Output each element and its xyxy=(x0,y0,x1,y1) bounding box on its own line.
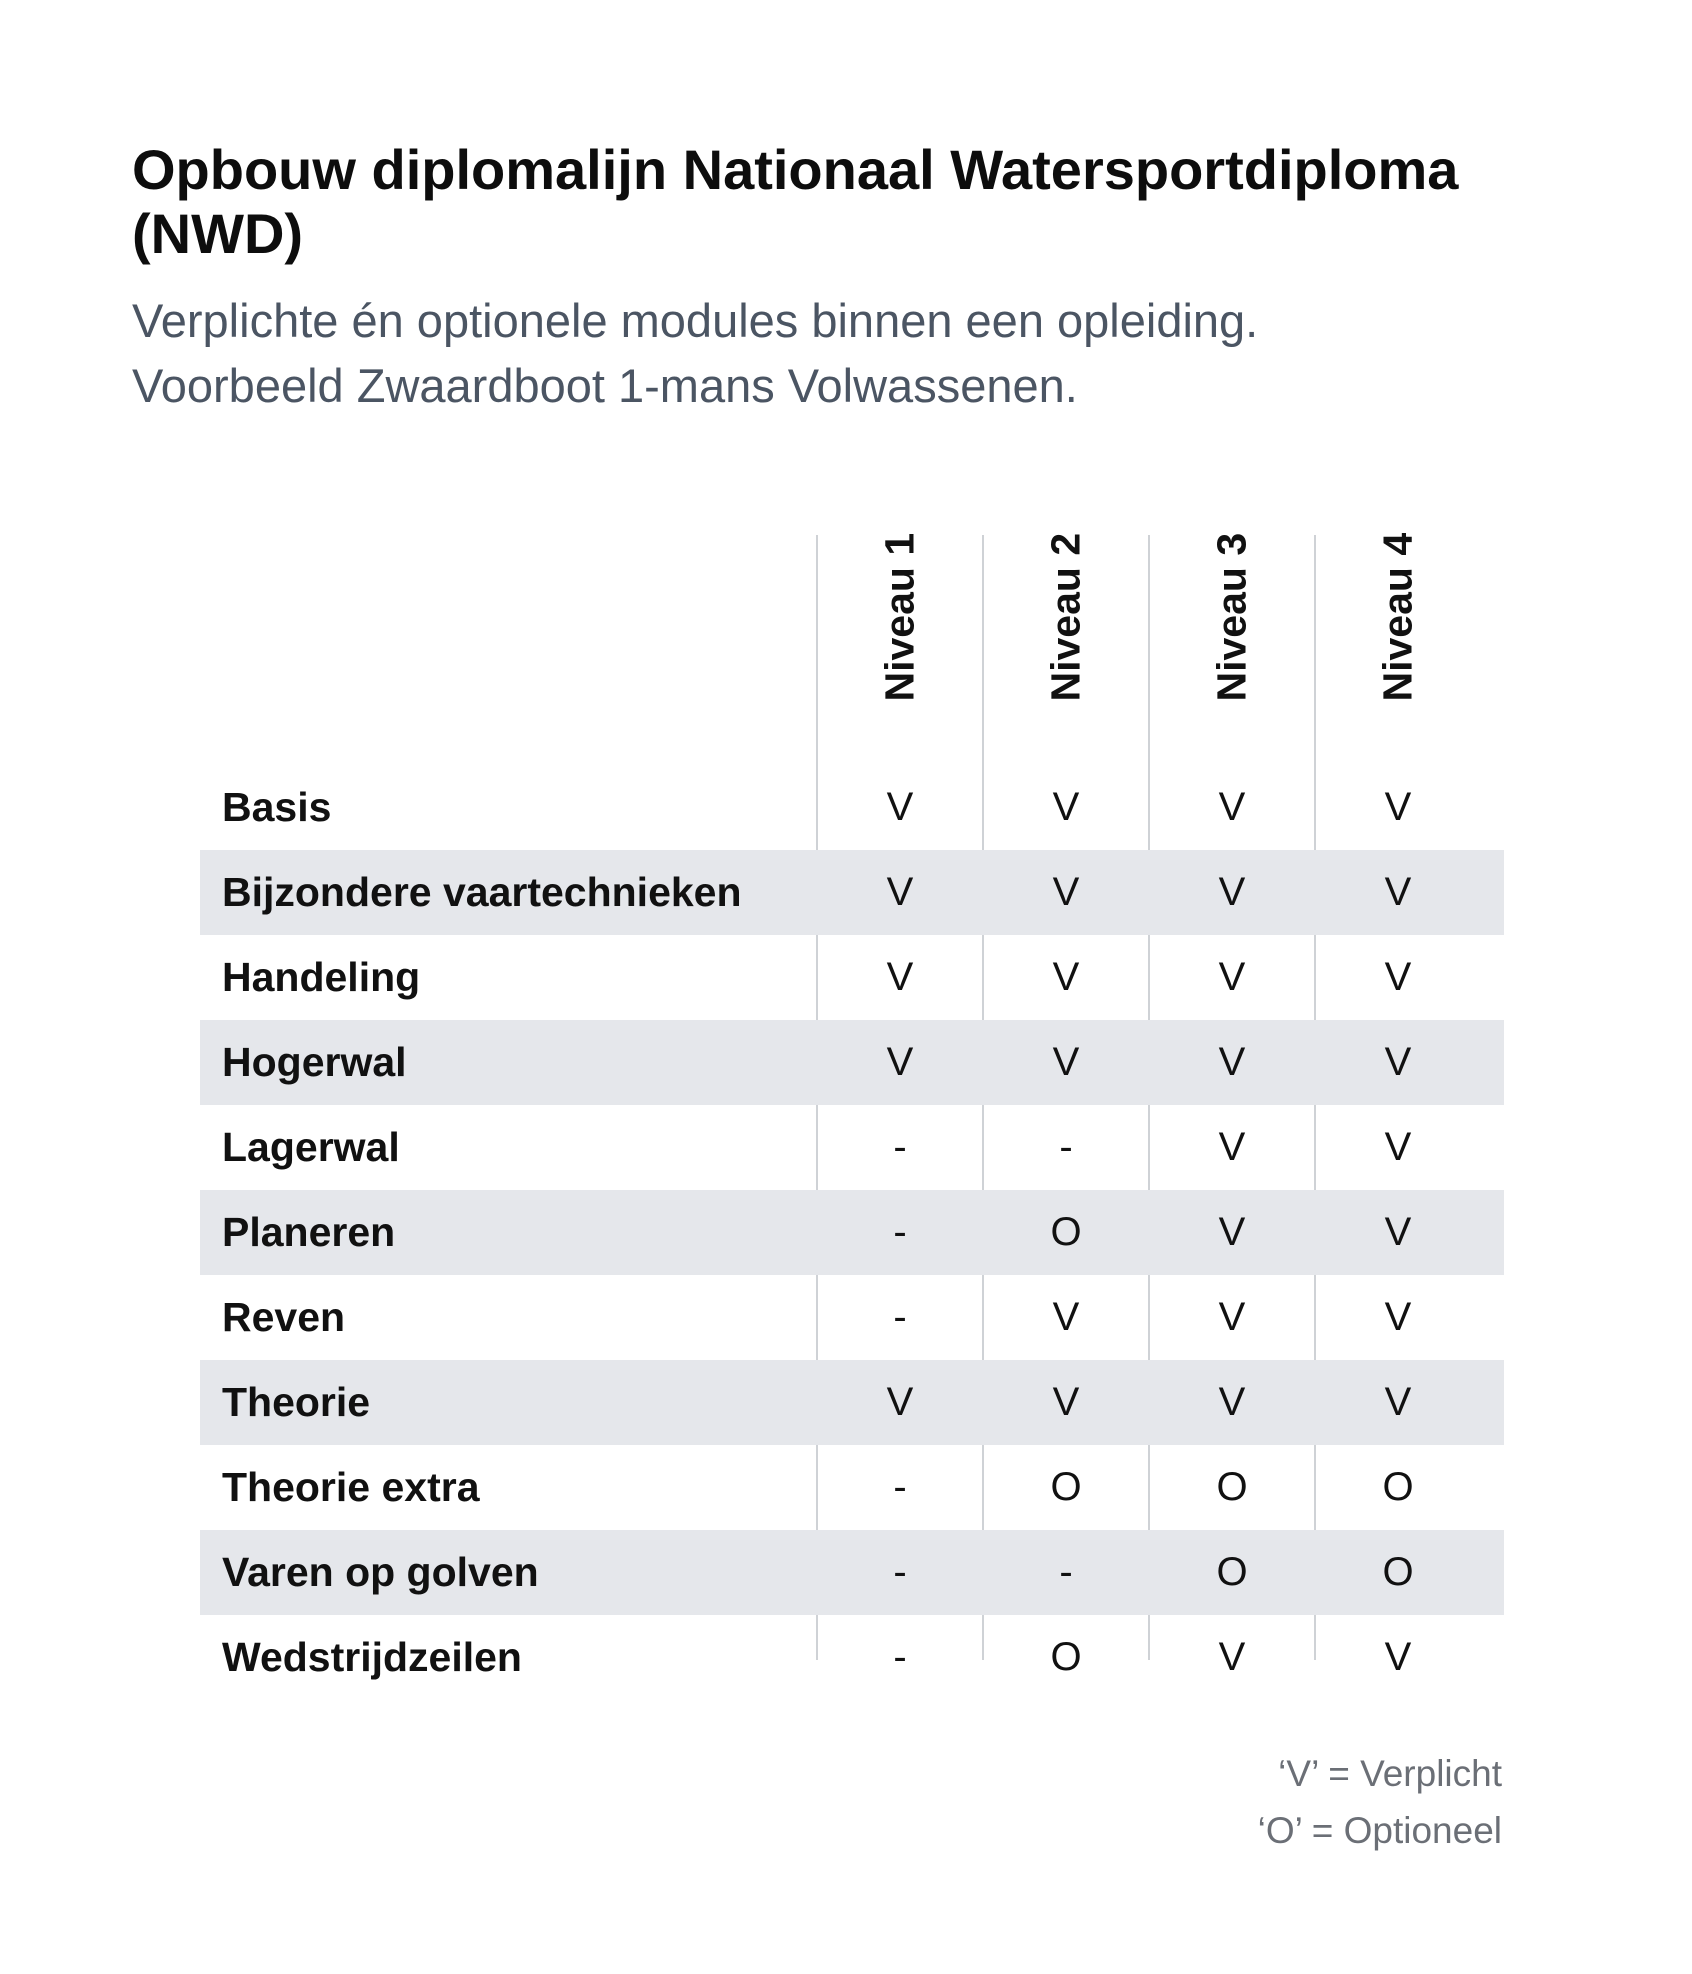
table-cell: V xyxy=(886,955,914,999)
table-cell: V xyxy=(1384,1210,1412,1254)
column-header-label: Niveau 2 xyxy=(1042,532,1089,702)
page-subtitle: Verplichte én optionele modules binnen e… xyxy=(132,288,1572,418)
row-label: Hogerwal xyxy=(222,1039,407,1085)
legend-optioneel: ‘O’ = Optioneel xyxy=(1257,1810,1502,1851)
table-row: Theorie V V V V xyxy=(200,1360,1504,1445)
column-header-niveau-2: Niveau 2 xyxy=(983,533,1149,765)
table-cell: V xyxy=(1218,1380,1246,1424)
table-cell: V xyxy=(1384,1380,1412,1424)
table-row: Hogerwal V V V V xyxy=(200,1020,1504,1105)
table-cell: V xyxy=(1052,1040,1080,1084)
table-cell: - xyxy=(893,1465,907,1509)
table-row: Planeren - O V V xyxy=(200,1190,1504,1275)
table-cell: V xyxy=(1218,1295,1246,1339)
table-cell: V xyxy=(1052,870,1080,914)
subtitle-line-2: Voorbeeld Zwaardboot 1-mans Volwassenen. xyxy=(132,359,1078,412)
table-cell: - xyxy=(1059,1550,1073,1594)
table-cell: V xyxy=(1218,1210,1246,1254)
table-cell: V xyxy=(1218,870,1246,914)
table-cell: V xyxy=(1218,1040,1246,1084)
row-label: Planeren xyxy=(222,1209,396,1255)
table-cell: V xyxy=(1052,785,1080,829)
table-cell: V xyxy=(1384,785,1412,829)
row-label: Lagerwal xyxy=(222,1124,400,1170)
table-cell: - xyxy=(893,1550,907,1594)
legend: ‘V’ = Verplicht ‘O’ = Optioneel xyxy=(1258,1745,1502,1859)
row-label: Varen op golven xyxy=(222,1549,539,1595)
table-cell: V xyxy=(886,1040,914,1084)
table-row: Reven - V V V xyxy=(200,1275,1504,1360)
table-header: Niveau 1 Niveau 2 Niveau 3 Niveau 4 xyxy=(200,533,1504,765)
table-row: Bijzondere vaartechnieken V V V V xyxy=(200,850,1504,935)
table-cell: V xyxy=(1218,955,1246,999)
table-cell: - xyxy=(1059,1125,1073,1169)
table-cell: V xyxy=(1384,870,1412,914)
row-label: Wedstrijdzeilen xyxy=(222,1634,522,1680)
table-cell: V xyxy=(886,785,914,829)
table-cell: V xyxy=(1052,955,1080,999)
table-cell: V xyxy=(1384,1040,1412,1084)
table-row: Basis V V V V xyxy=(200,765,1504,850)
row-label: Theorie extra xyxy=(222,1464,480,1510)
row-label: Basis xyxy=(222,784,332,830)
column-header-niveau-1: Niveau 1 xyxy=(817,533,983,765)
table-cell: - xyxy=(893,1635,907,1679)
table-row: Theorie extra - O O O xyxy=(200,1445,1504,1530)
table-cell: V xyxy=(886,870,914,914)
table-cell: V xyxy=(1218,1635,1246,1679)
table-cell: V xyxy=(1384,1635,1412,1679)
column-header-label: Niveau 3 xyxy=(1208,532,1255,702)
table-cell: O xyxy=(1216,1550,1248,1594)
table-row: Wedstrijdzeilen - O V V xyxy=(200,1615,1504,1700)
legend-verplicht: ‘V’ = Verplicht xyxy=(1278,1753,1502,1794)
table-cell: O xyxy=(1050,1465,1082,1509)
column-header-niveau-3: Niveau 3 xyxy=(1149,533,1315,765)
table-cell: O xyxy=(1216,1465,1248,1509)
table-cell: O xyxy=(1382,1465,1414,1509)
page-title: Opbouw diplomalijn Nationaal Watersportd… xyxy=(132,138,1459,265)
table-row: Lagerwal - - V V xyxy=(200,1105,1504,1190)
table-cell: V xyxy=(1384,1295,1412,1339)
table-cell: O xyxy=(1050,1635,1082,1679)
subtitle-line-1: Verplichte én optionele modules binnen e… xyxy=(132,294,1259,347)
table-cell: V xyxy=(1384,955,1412,999)
table-row: Varen op golven - - O O xyxy=(200,1530,1504,1615)
row-label: Reven xyxy=(222,1294,346,1340)
table-cell: V xyxy=(1218,1125,1246,1169)
table-row: Handeling V V V V xyxy=(200,935,1504,1020)
column-header-niveau-4: Niveau 4 xyxy=(1315,533,1481,765)
row-label: Handeling xyxy=(222,954,421,1000)
column-header-label: Niveau 4 xyxy=(1374,532,1421,702)
table-cell: V xyxy=(1052,1295,1080,1339)
row-label: Theorie xyxy=(222,1379,371,1425)
table-cell: O xyxy=(1050,1210,1082,1254)
modules-table: Niveau 1 Niveau 2 Niveau 3 Niveau 4 Basi… xyxy=(200,533,1504,1700)
table-cell: V xyxy=(1052,1380,1080,1424)
table-cell: - xyxy=(893,1210,907,1254)
row-label: Bijzondere vaartechnieken xyxy=(222,869,742,915)
table-cell: - xyxy=(893,1295,907,1339)
table-cell: - xyxy=(893,1125,907,1169)
table-cell: V xyxy=(886,1380,914,1424)
column-header-label: Niveau 1 xyxy=(876,532,923,702)
table-cell: V xyxy=(1218,785,1246,829)
table-cell: O xyxy=(1382,1550,1414,1594)
table-cell: V xyxy=(1384,1125,1412,1169)
